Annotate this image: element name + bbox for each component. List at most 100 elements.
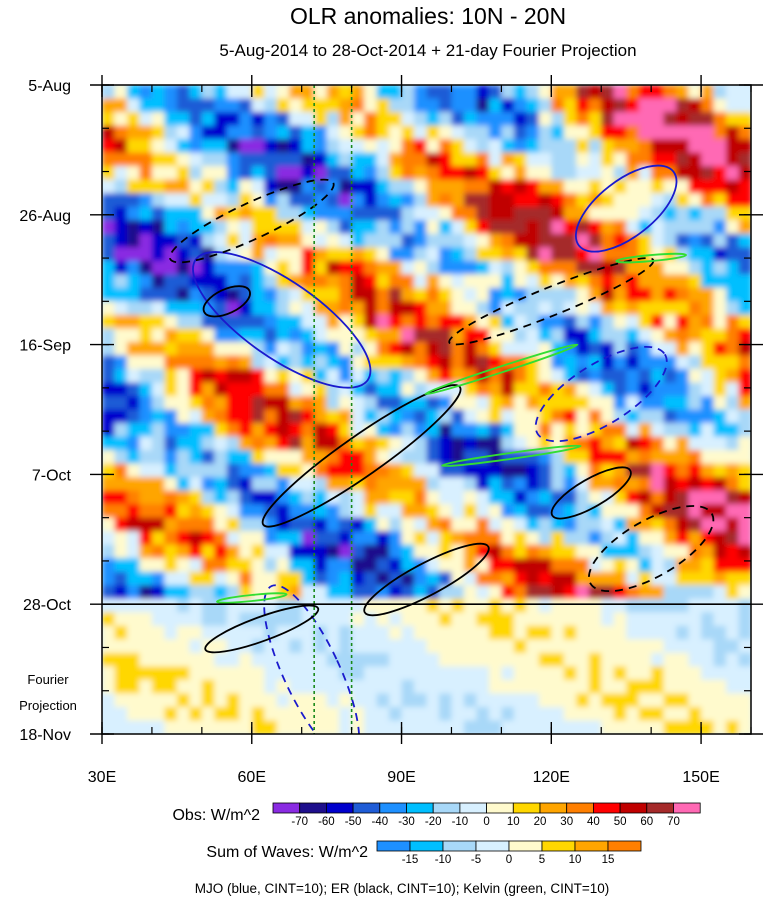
heatmap-cell: [376, 125, 391, 141]
heatmap-cell: [176, 490, 191, 506]
heatmap-cell: [526, 206, 540, 222]
heatmap-cell: [164, 639, 178, 654]
heatmap-cell: [339, 220, 353, 235]
heatmap-cell: [314, 396, 328, 411]
heatmap-cell: [127, 625, 141, 641]
heatmap-cell: [264, 666, 278, 681]
heatmap-cell: [626, 314, 640, 330]
heatmap-cell: [538, 585, 553, 600]
heatmap-cell: [139, 368, 153, 384]
heatmap-cell: [588, 598, 603, 614]
heatmap-cell: [239, 652, 253, 668]
heatmap-cell: [301, 423, 316, 438]
heatmap-cell: [401, 409, 415, 424]
heatmap-cell: [364, 436, 378, 451]
heatmap-cell: [127, 598, 141, 614]
heatmap-cell: [251, 504, 266, 519]
heatmap-cell: [314, 382, 328, 397]
heatmap-cell: [289, 98, 303, 113]
colorbar-tick-label: 50: [614, 816, 627, 828]
heatmap-cell: [401, 639, 415, 654]
heatmap-cell: [114, 314, 128, 330]
heatmap-cell: [164, 193, 178, 208]
heatmap-cell: [463, 341, 478, 357]
heatmap-cell: [326, 720, 341, 734]
heatmap-cell: [414, 450, 428, 465]
heatmap-cell: [488, 544, 503, 560]
heatmap-cell: [264, 517, 278, 533]
heatmap-cell: [588, 85, 603, 100]
heatmap-cell: [201, 666, 216, 681]
heatmap-cell: [626, 598, 640, 614]
heatmap-cell: [688, 152, 703, 168]
heatmap-cell: [501, 436, 515, 451]
heatmap-cell: [701, 436, 715, 451]
heatmap-cell: [151, 193, 166, 208]
heatmap-cell: [314, 247, 328, 262]
heatmap-cell: [451, 152, 465, 168]
heatmap-cell: [651, 220, 665, 235]
heatmap-cell: [276, 450, 291, 465]
heatmap-cell: [513, 206, 528, 222]
heatmap-cell: [713, 531, 728, 546]
heatmap-cell: [513, 463, 528, 479]
heatmap-cell: [501, 571, 515, 587]
heatmap-cell: [501, 679, 515, 695]
heatmap-cell: [314, 707, 328, 722]
heatmap-cell: [151, 396, 166, 411]
heatmap-cell: [601, 139, 615, 154]
heatmap-cell: [526, 179, 540, 195]
heatmap-cell: [701, 639, 715, 654]
heatmap-cell: [439, 314, 453, 330]
heatmap-cell: [426, 314, 440, 330]
heatmap-cell: [651, 368, 665, 384]
heatmap-cell: [127, 355, 141, 370]
heatmap-cell: [226, 382, 241, 397]
heatmap-cell: [351, 139, 366, 154]
heatmap-cell: [276, 260, 291, 276]
heatmap-cell: [576, 450, 590, 465]
heatmap-cell: [426, 558, 440, 573]
heatmap-cell: [102, 328, 116, 343]
heatmap-cell: [301, 450, 316, 465]
heatmap-cell: [513, 531, 528, 546]
heatmap-cell: [151, 166, 166, 181]
heatmap-cell: [439, 328, 453, 343]
heatmap-cell: [301, 571, 316, 587]
heatmap-cell: [526, 571, 540, 587]
heatmap-cell: [463, 639, 478, 654]
heatmap-cell: [713, 328, 728, 343]
heatmap-cell: [651, 287, 665, 303]
heatmap-cell: [139, 98, 153, 113]
colorbar-box: [512, 802, 541, 814]
heatmap-cell: [139, 355, 153, 370]
heatmap-cell: [114, 504, 128, 519]
heatmap-cell: [364, 247, 378, 262]
heatmap-cell: [576, 707, 590, 722]
heatmap-cell: [626, 152, 640, 168]
heatmap-cell: [176, 179, 191, 195]
heatmap-cell: [513, 558, 528, 573]
heatmap-cell: [189, 720, 203, 734]
heatmap-cell: [164, 517, 178, 533]
heatmap-cell: [226, 125, 241, 141]
heatmap-cell: [676, 233, 690, 249]
heatmap-cell: [239, 707, 253, 722]
heatmap-cell: [176, 382, 191, 397]
heatmap-cell: [264, 504, 278, 519]
heatmap-cell: [663, 558, 678, 573]
heatmap-cell: [314, 85, 328, 100]
heatmap-cell: [513, 679, 528, 695]
heatmap-cell: [726, 585, 740, 600]
heatmap-cell: [601, 409, 615, 424]
heatmap-cell: [613, 666, 628, 681]
heatmap-cell: [663, 368, 678, 384]
heatmap-cell: [688, 598, 703, 614]
heatmap-cell: [102, 98, 116, 113]
heatmap-cell: [289, 585, 303, 600]
heatmap-cell: [688, 368, 703, 384]
heatmap-cell: [588, 639, 603, 654]
x-tick-label: 60E: [238, 769, 266, 786]
heatmap-cell: [151, 287, 166, 303]
heatmap-cell: [688, 247, 703, 262]
